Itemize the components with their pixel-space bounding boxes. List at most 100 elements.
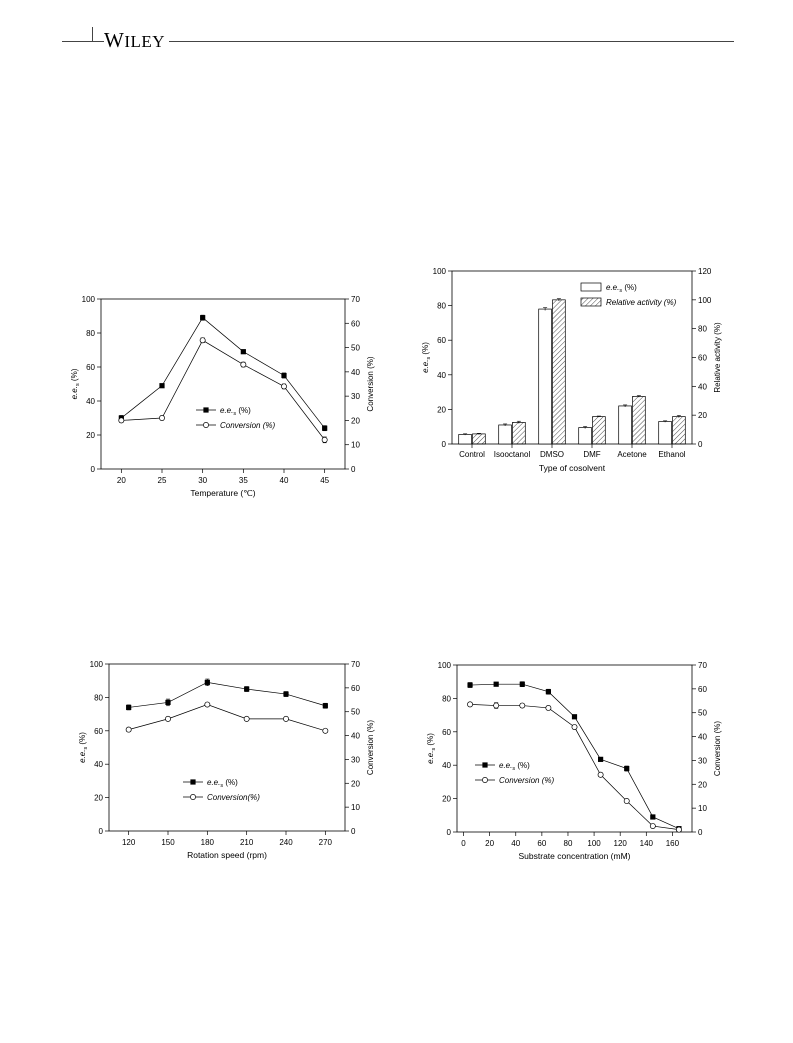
x-tick-label: 210: [240, 838, 254, 847]
data-point-ees: [126, 704, 132, 711]
y-left-tick-label: 80: [86, 329, 95, 338]
y-left-tick-label: 60: [442, 728, 451, 737]
y-right-tick-label: 60: [698, 354, 707, 363]
y-right-tick-label: 0: [698, 828, 703, 837]
y-right-tick-label: 40: [698, 382, 707, 391]
plot-frame: [456, 664, 693, 833]
y-left-tick-label: 60: [437, 336, 446, 345]
y-left-tick-label: 60: [86, 363, 95, 372]
legend-label: e.e.s (%): [220, 406, 251, 417]
x-tick-label: 180: [201, 838, 215, 847]
plot-frame: [100, 298, 346, 470]
legend-label-base: e.e.: [499, 761, 512, 770]
y-right-tick-label: 50: [351, 708, 360, 717]
y-right-axis-title: Conversion (%): [366, 356, 375, 411]
y-left-axis-title-suffix: (%): [70, 368, 79, 383]
data-point-conversion: [675, 826, 682, 833]
y-right-tick-label: 120: [698, 267, 712, 276]
x-axis-title: Substrate concentration (mM): [519, 851, 631, 861]
y-left-axis-title-base: e.e.: [78, 750, 87, 763]
y-left-axis-title-suffix: (%): [78, 732, 87, 747]
data-point-conversion: [199, 337, 206, 344]
y-left-axis-title: e.e.s (%): [421, 342, 432, 373]
y-left-tick-label: 80: [442, 694, 451, 703]
y-left-axis-title-sub: s: [431, 748, 437, 751]
y-right-tick-label: 100: [698, 296, 712, 305]
y-left-axis-title: e.e.s (%): [70, 368, 81, 399]
y-right-tick-label: 10: [351, 441, 360, 450]
legend-label: Relative activity (%): [606, 298, 677, 307]
y-right-tick-label: 20: [698, 411, 707, 420]
legend-marker: [482, 777, 488, 783]
legend-label: e.e.s (%): [207, 778, 238, 789]
y-left-axis-title-base: e.e.: [70, 386, 79, 399]
data-point-conversion: [321, 436, 328, 443]
data-point-conversion: [649, 823, 656, 829]
y-right-tick-label: 40: [698, 733, 707, 742]
legend-label-base: Relative activity (%): [606, 298, 677, 307]
legend-label: Conversion (%): [499, 776, 554, 785]
header-rule: [62, 41, 734, 42]
y-left-axis-title-base: e.e.: [421, 360, 430, 373]
x-tick-label: 40: [280, 476, 289, 485]
data-point-ees: [650, 814, 656, 820]
series-line-conversion: [121, 339, 325, 441]
data-point-ees: [240, 349, 246, 355]
y-left-axis-title-suffix: (%): [421, 342, 430, 357]
x-axis-title: Rotation speed (rpm): [187, 850, 267, 860]
data-point-ees: [571, 714, 578, 720]
x-tick-label: 160: [666, 839, 680, 848]
legend-marker: [203, 407, 209, 413]
data-point-ees: [200, 315, 206, 321]
data-point-ees: [598, 756, 604, 762]
data-point-conversion: [519, 702, 526, 709]
x-axis-title: Type of cosolvent: [539, 463, 606, 473]
data-point-conversion: [118, 417, 125, 424]
y-left-tick-label: 80: [437, 302, 446, 311]
y-left-tick-label: 0: [99, 827, 104, 836]
data-point-conversion: [322, 727, 329, 734]
y-right-tick-label: 0: [351, 465, 356, 474]
y-right-tick-label: 30: [351, 755, 360, 764]
y-right-tick-label: 0: [698, 440, 703, 449]
data-point-ees: [244, 686, 250, 692]
data-point-ees: [467, 682, 473, 688]
y-left-axis-title-sub: s: [426, 357, 432, 360]
data-point-ees: [519, 681, 525, 687]
data-point-conversion: [281, 383, 287, 390]
x-tick-label: Acetone: [617, 450, 647, 459]
x-tick-label: 20: [485, 839, 494, 848]
y-right-axis-title: Relative activity (%): [713, 322, 722, 393]
y-right-tick-label: 60: [351, 684, 360, 693]
x-tick-label: 120: [614, 839, 628, 848]
y-right-tick-label: 20: [351, 779, 360, 788]
y-right-axis-title: Conversion (%): [366, 720, 375, 775]
y-right-axis-title: Conversion (%): [713, 721, 722, 776]
y-left-tick-label: 40: [437, 371, 446, 380]
x-tick-label: 30: [198, 476, 207, 485]
y-right-tick-label: 40: [351, 368, 360, 377]
legend-marker: [482, 762, 488, 768]
legend-label: e.e.s (%): [499, 761, 530, 772]
x-tick-label: Ethanol: [658, 450, 685, 459]
plot-frame: [108, 663, 346, 832]
legend-label-suffix: (%): [236, 406, 251, 415]
y-left-axis-title-sub: s: [75, 383, 81, 386]
y-right-tick-label: 70: [698, 661, 707, 670]
y-left-axis-title: e.e.s (%): [426, 733, 437, 764]
legend-label-suffix: (%): [622, 283, 637, 292]
data-point-ees: [624, 765, 630, 772]
data-point-conversion: [243, 715, 250, 722]
legend-label: e.e.s (%): [606, 283, 637, 294]
x-tick-label: 150: [161, 838, 175, 847]
legend-label-base: Conversion (%): [220, 421, 275, 430]
header-tick: [92, 27, 93, 42]
y-left-tick-label: 0: [447, 828, 452, 837]
x-tick-label: 60: [537, 839, 546, 848]
legend-marker: [190, 794, 196, 800]
data-point-ees: [283, 691, 289, 697]
